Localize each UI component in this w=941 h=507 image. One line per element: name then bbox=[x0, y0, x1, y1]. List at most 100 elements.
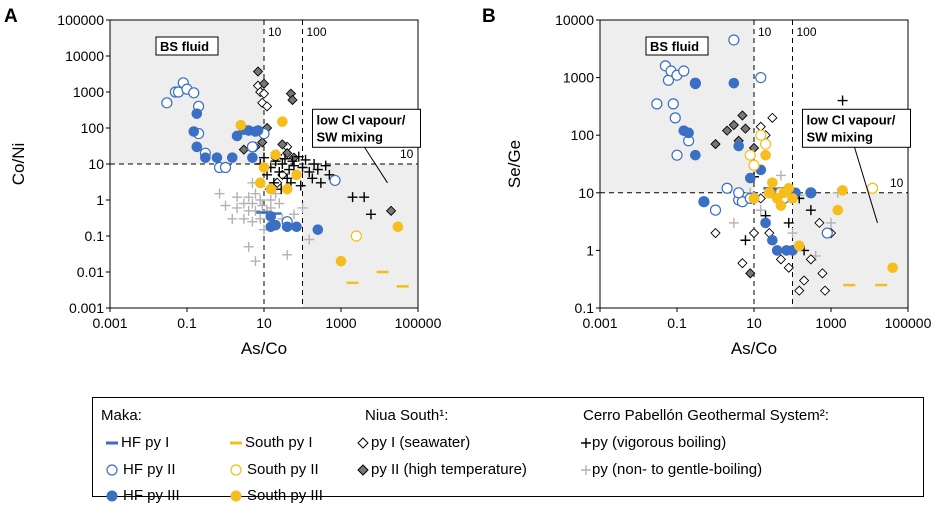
a-bs-fluid-label: BS fluid bbox=[160, 39, 209, 54]
b-xtick-label-3: 1000 bbox=[815, 315, 846, 331]
a-point-hf-py-ii-11 bbox=[246, 141, 259, 153]
a-series-south-py-i bbox=[346, 270, 409, 288]
a-xtick-label-3: 1000 bbox=[325, 315, 356, 331]
a-point-py-ii-high-temperature-8 bbox=[282, 148, 293, 159]
a-point-py-non-to-gentle-boiling-6 bbox=[238, 198, 249, 209]
a-point-py-vigorous-boiling-10 bbox=[279, 153, 290, 164]
b-point-py-i-seawater-6 bbox=[783, 262, 794, 273]
a-point-py-vigorous-boiling-24 bbox=[312, 164, 323, 175]
b-point-py-i-seawater-12 bbox=[817, 268, 828, 279]
b-bs-fluid-box bbox=[645, 36, 709, 56]
b-panel-label: B bbox=[482, 6, 496, 27]
a-point-hf-py-iii-11 bbox=[252, 125, 264, 136]
legend-marker-niua-py-i bbox=[357, 437, 369, 449]
b-point-south-py-ii-2 bbox=[755, 129, 767, 141]
b-point-py-non-to-gentle-boiling-3 bbox=[755, 205, 766, 216]
a-point-py-non-to-gentle-boiling-21 bbox=[274, 198, 285, 209]
a-point-py-vigorous-boiling-26 bbox=[320, 160, 331, 171]
legend-label-hf-py-i: HF py I bbox=[121, 434, 170, 451]
b-point-py-ii-high-temperature-1 bbox=[721, 125, 733, 136]
b-point-south-py-ii-0 bbox=[744, 149, 756, 161]
b-point-py-non-to-gentle-boiling-6 bbox=[787, 228, 798, 239]
legend-label-niua-py-ii: py II (high temperature) bbox=[371, 461, 527, 478]
b-point-hf-py-ii-0 bbox=[651, 98, 663, 110]
a-point-py-non-to-gentle-boiling-28 bbox=[282, 249, 293, 260]
b-point-py-i-seawater-2 bbox=[748, 227, 760, 239]
a-point-hf-py-iii-16 bbox=[291, 221, 302, 233]
a-series-south-py-iii bbox=[235, 116, 404, 267]
b-xtick-label-2: 10 bbox=[746, 315, 762, 331]
a-point-py-vigorous-boiling-29 bbox=[359, 192, 370, 203]
a-point-py-ii-high-temperature-0 bbox=[238, 144, 250, 155]
legend-label-cerro-vigorous: py (vigorous boiling) bbox=[592, 434, 727, 451]
a-point-south-py-iii-2 bbox=[258, 162, 270, 173]
a-point-hf-py-iii-14 bbox=[270, 219, 281, 231]
a-point-py-non-to-gentle-boiling-0 bbox=[214, 188, 225, 199]
a-xtick-label-2: 10 bbox=[256, 315, 272, 331]
legend-marker-cerro-gentle bbox=[581, 465, 591, 475]
a-point-py-ii-high-temperature-2 bbox=[252, 66, 264, 77]
legend-marker-niua-py-ii bbox=[357, 464, 369, 476]
b-threshold-label-h10: 10 bbox=[890, 176, 904, 190]
b-shade-mixing bbox=[792, 192, 908, 308]
b-point-py-ii-high-temperature-5 bbox=[740, 123, 751, 134]
a-point-py-non-to-gentle-boiling-13 bbox=[255, 213, 266, 224]
b-ytick-label-3: 100 bbox=[571, 127, 595, 143]
a-point-south-py-iii-1 bbox=[254, 177, 266, 189]
b-point-south-py-iii-10 bbox=[832, 204, 844, 216]
b-point-hf-py-ii-21 bbox=[755, 71, 767, 84]
a-point-hf-py-iii-2 bbox=[191, 141, 203, 153]
legend-label-south-py-i: South py I bbox=[245, 434, 313, 451]
b-ytick-label-4: 1000 bbox=[563, 70, 594, 86]
a-point-south-py-iii-3 bbox=[265, 183, 277, 195]
a-point-hf-py-iii-0 bbox=[191, 108, 203, 119]
a-point-south-py-iii-0 bbox=[235, 119, 247, 131]
a-point-py-non-to-gentle-boiling-27 bbox=[250, 256, 261, 267]
a-point-py-non-to-gentle-boiling-10 bbox=[247, 198, 258, 209]
a-mixing-label-2: SW mixing bbox=[317, 129, 384, 144]
b-series-south-py-iii bbox=[748, 149, 898, 274]
panel-a-chart: 10 100 10 BS fluid low Cl vapour/SW mixing 0.… bbox=[4, 6, 442, 358]
a-point-py-non-to-gentle-boiling-25 bbox=[297, 202, 308, 213]
b-threshold-label-10: 10 bbox=[758, 25, 772, 39]
b-point-hf-py-iii-2 bbox=[690, 149, 701, 161]
a-point-py-non-to-gentle-boiling-15 bbox=[257, 200, 268, 211]
b-point-py-vigorous-boiling-7 bbox=[805, 205, 816, 216]
a-point-py-vigorous-boiling-28 bbox=[347, 192, 358, 203]
a-point-py-vigorous-boiling-19 bbox=[297, 162, 308, 173]
legend-marker-south-py-ii bbox=[230, 464, 242, 476]
a-point-south-py-iii-7 bbox=[291, 169, 302, 181]
b-point-hf-py-iii-4 bbox=[698, 196, 710, 208]
a-mixing-label-1: low Cl vapour/ bbox=[317, 112, 406, 127]
legend-item-south-py-iii: South py III bbox=[229, 487, 354, 507]
b-point-hf-py-ii-13 bbox=[721, 182, 733, 194]
a-ylabel: Co/Ni bbox=[9, 143, 28, 186]
b-point-hf-py-ii-4 bbox=[667, 98, 679, 110]
a-point-hf-py-iii-3 bbox=[200, 152, 211, 163]
a-point-py-vigorous-boiling-17 bbox=[293, 151, 304, 162]
a-point-hf-py-ii-5 bbox=[188, 87, 200, 99]
a-point-south-py-iii-5 bbox=[277, 116, 288, 127]
legend-cerro-title: Cerro Pabellón Geothermal System²: bbox=[583, 407, 829, 424]
a-point-hf-py-iii-6 bbox=[231, 130, 243, 142]
b-point-south-py-ii-1 bbox=[748, 159, 760, 171]
legend-item-south-py-i: South py I bbox=[229, 434, 354, 454]
a-ytick-label-5: 100 bbox=[81, 120, 105, 136]
a-ytick-label-3: 1 bbox=[96, 192, 104, 208]
a-point-py-vigorous-boiling-18 bbox=[295, 180, 306, 191]
a-mixing-pointer bbox=[364, 147, 388, 184]
a-panel-label: A bbox=[4, 6, 18, 27]
b-xtick-label-0: 0.001 bbox=[582, 315, 617, 331]
b-point-south-py-iii-5 bbox=[775, 200, 787, 211]
a-point-py-vigorous-boiling-25 bbox=[315, 177, 326, 188]
legend-item-south-py-ii: South py II bbox=[229, 461, 354, 481]
a-point-py-vigorous-boiling-23 bbox=[309, 159, 320, 169]
a-point-py-vigorous-boiling-27 bbox=[324, 169, 335, 180]
b-point-py-ii-high-temperature-2 bbox=[728, 119, 740, 131]
legend-item-niua-py-i: py I (seawater) bbox=[355, 434, 565, 454]
a-point-py-ii-high-temperature-4 bbox=[258, 78, 270, 89]
a-series-py-ii-high-temperature bbox=[238, 66, 397, 216]
b-point-hf-py-ii-23 bbox=[733, 187, 745, 199]
b-point-south-py-iii-11 bbox=[837, 185, 848, 196]
